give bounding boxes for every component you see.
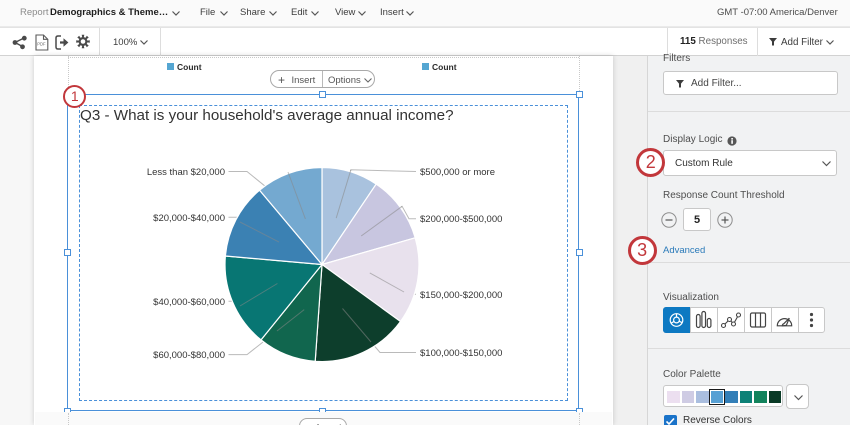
svg-text:$200,000-$500,000: $200,000-$500,000 xyxy=(420,214,502,225)
svg-text:$20,000-$40,000: $20,000-$40,000 xyxy=(153,213,225,224)
svg-text:$150,000-$200,000: $150,000-$200,000 xyxy=(420,290,502,301)
svg-text:Less than $20,000: Less than $20,000 xyxy=(147,167,225,178)
svg-text:$40,000-$60,000: $40,000-$60,000 xyxy=(153,297,225,308)
svg-text:PDF: PDF xyxy=(37,42,46,47)
svg-text:$60,000-$80,000: $60,000-$80,000 xyxy=(153,350,225,361)
svg-text:$500,000 or more: $500,000 or more xyxy=(420,167,495,178)
svg-text:$100,000-$150,000: $100,000-$150,000 xyxy=(420,348,502,359)
